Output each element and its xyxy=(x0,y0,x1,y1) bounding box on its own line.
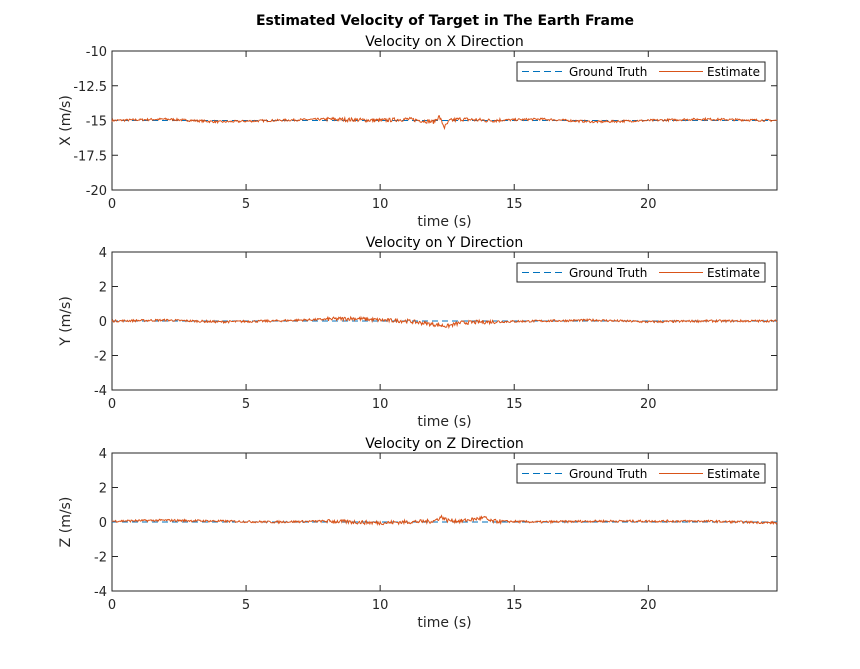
legend-estimate-label: Estimate xyxy=(707,467,760,481)
y-tick-label: -20 xyxy=(86,184,107,199)
x-tick-label: 15 xyxy=(506,397,523,412)
x-axis-label: time (s) xyxy=(417,615,471,631)
x-tick-label: 10 xyxy=(372,197,389,212)
y-tick-label: 0 xyxy=(99,516,107,531)
y-tick-label: 0 xyxy=(99,315,107,330)
y-axis-label: Z (m/s) xyxy=(58,497,74,548)
x-tick-label: 10 xyxy=(372,397,389,412)
y-tick-label: -4 xyxy=(94,585,107,600)
x-tick-label: 0 xyxy=(108,197,116,212)
y-tick-label: -10 xyxy=(86,45,107,60)
legend-box xyxy=(516,61,766,82)
y-axis-label: X (m/s) xyxy=(58,95,74,146)
y-axis-label: Y (m/s) xyxy=(58,296,74,347)
estimate-line xyxy=(111,315,778,330)
subplot-title: Velocity on Z Direction xyxy=(365,436,524,452)
y-tick-label: -17.5 xyxy=(73,149,107,164)
estimate-line xyxy=(111,115,778,131)
subplot-2: Velocity on Y Direction 0 5 10 15 20 -4 -2 0 2 4 ti… xyxy=(58,235,778,430)
x-tick-label: 20 xyxy=(640,598,657,613)
x-axis-label: time (s) xyxy=(417,214,471,230)
y-tick-label: -2 xyxy=(94,551,107,566)
legend-estimate-label: Estimate xyxy=(707,65,760,79)
legend: Ground Truth Estimate xyxy=(516,61,766,82)
legend: Ground Truth Estimate xyxy=(516,463,766,484)
legend-ground-truth-label: Ground Truth xyxy=(569,467,647,481)
subplot-title: Velocity on Y Direction xyxy=(366,235,524,251)
y-tick-label: -4 xyxy=(94,384,107,399)
legend-ground-truth-label: Ground Truth xyxy=(569,65,647,79)
x-tick-label: 5 xyxy=(242,598,250,613)
subplot-3: Velocity on Z Direction 0 5 10 15 20 -4 -2 0 2 4 ti… xyxy=(58,436,778,631)
x-tick-label: 5 xyxy=(242,197,250,212)
x-tick-label: 15 xyxy=(506,598,523,613)
x-tick-label: 20 xyxy=(640,397,657,412)
x-tick-label: 20 xyxy=(640,197,657,212)
x-tick-label: 5 xyxy=(242,397,250,412)
legend-box xyxy=(516,262,766,283)
legend-box xyxy=(516,463,766,484)
y-tick-label: -12.5 xyxy=(73,80,107,95)
y-tick-label: -2 xyxy=(94,350,107,365)
x-tick-label: 15 xyxy=(506,197,523,212)
figure-title: Estimated Velocity of Target in The Eart… xyxy=(256,13,634,29)
y-tick-label: -15 xyxy=(86,115,107,130)
x-axis-label: time (s) xyxy=(417,414,471,430)
x-tick-label: 10 xyxy=(372,598,389,613)
y-tick-label: 4 xyxy=(99,246,107,261)
y-tick-label: 4 xyxy=(99,447,107,462)
subplot-title: Velocity on X Direction xyxy=(365,34,524,50)
x-tick-label: 0 xyxy=(108,598,116,613)
legend-ground-truth-label: Ground Truth xyxy=(569,266,647,280)
y-tick-label: 2 xyxy=(99,482,107,497)
subplot-1: Velocity on X Direction 0 5 10 15 20 -20 -17.5 -… xyxy=(58,34,778,230)
estimate-line xyxy=(111,514,778,526)
x-tick-label: 0 xyxy=(108,397,116,412)
legend-estimate-label: Estimate xyxy=(707,266,760,280)
y-tick-label: 2 xyxy=(99,281,107,296)
legend: Ground Truth Estimate xyxy=(516,262,766,283)
